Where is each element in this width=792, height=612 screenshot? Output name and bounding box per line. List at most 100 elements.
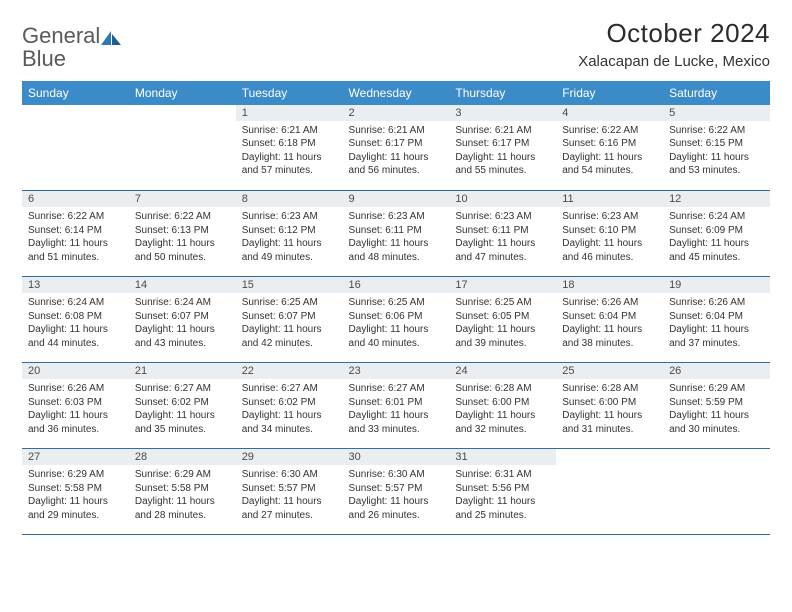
calendar-cell: 16Sunrise: 6:25 AMSunset: 6:06 PMDayligh…	[343, 277, 450, 363]
weekday-saturday: Saturday	[663, 81, 770, 105]
day-number: 26	[663, 363, 770, 379]
day-number: 15	[236, 277, 343, 293]
day-number: 23	[343, 363, 450, 379]
calendar-cell: 13Sunrise: 6:24 AMSunset: 6:08 PMDayligh…	[22, 277, 129, 363]
day-number: 14	[129, 277, 236, 293]
day-number: 24	[449, 363, 556, 379]
day-detail: Sunrise: 6:30 AMSunset: 5:57 PMDaylight:…	[236, 465, 343, 526]
day-number: 4	[556, 105, 663, 121]
calendar-cell: 3Sunrise: 6:21 AMSunset: 6:17 PMDaylight…	[449, 105, 556, 191]
day-detail: Sunrise: 6:24 AMSunset: 6:08 PMDaylight:…	[22, 293, 129, 354]
day-detail: Sunrise: 6:23 AMSunset: 6:10 PMDaylight:…	[556, 207, 663, 268]
calendar-row: 27Sunrise: 6:29 AMSunset: 5:58 PMDayligh…	[22, 449, 770, 535]
day-number: 27	[22, 449, 129, 465]
calendar-cell: 5Sunrise: 6:22 AMSunset: 6:15 PMDaylight…	[663, 105, 770, 191]
brand-second: Blue	[22, 46, 66, 71]
weekday-friday: Friday	[556, 81, 663, 105]
title-block: October 2024 Xalacapan de Lucke, Mexico	[578, 18, 770, 70]
calendar-cell: 14Sunrise: 6:24 AMSunset: 6:07 PMDayligh…	[129, 277, 236, 363]
calendar-cell: 22Sunrise: 6:27 AMSunset: 6:02 PMDayligh…	[236, 363, 343, 449]
day-detail: Sunrise: 6:22 AMSunset: 6:13 PMDaylight:…	[129, 207, 236, 268]
location: Xalacapan de Lucke, Mexico	[578, 53, 770, 70]
day-detail: Sunrise: 6:29 AMSunset: 5:59 PMDaylight:…	[663, 379, 770, 440]
day-detail: Sunrise: 6:23 AMSunset: 6:11 PMDaylight:…	[343, 207, 450, 268]
day-number: 5	[663, 105, 770, 121]
calendar-cell: 15Sunrise: 6:25 AMSunset: 6:07 PMDayligh…	[236, 277, 343, 363]
day-number: 8	[236, 191, 343, 207]
day-number: 20	[22, 363, 129, 379]
day-detail: Sunrise: 6:26 AMSunset: 6:04 PMDaylight:…	[663, 293, 770, 354]
calendar-cell: 8Sunrise: 6:23 AMSunset: 6:12 PMDaylight…	[236, 191, 343, 277]
day-number: 22	[236, 363, 343, 379]
sail-icon	[101, 31, 121, 45]
calendar-cell: 12Sunrise: 6:24 AMSunset: 6:09 PMDayligh…	[663, 191, 770, 277]
calendar-cell	[663, 449, 770, 535]
calendar-cell: 23Sunrise: 6:27 AMSunset: 6:01 PMDayligh…	[343, 363, 450, 449]
day-number: 10	[449, 191, 556, 207]
day-detail: Sunrise: 6:25 AMSunset: 6:06 PMDaylight:…	[343, 293, 450, 354]
day-detail: Sunrise: 6:28 AMSunset: 6:00 PMDaylight:…	[449, 379, 556, 440]
calendar-cell: 20Sunrise: 6:26 AMSunset: 6:03 PMDayligh…	[22, 363, 129, 449]
day-number: 30	[343, 449, 450, 465]
weekday-sunday: Sunday	[22, 81, 129, 105]
day-detail: Sunrise: 6:30 AMSunset: 5:57 PMDaylight:…	[343, 465, 450, 526]
day-detail: Sunrise: 6:22 AMSunset: 6:14 PMDaylight:…	[22, 207, 129, 268]
calendar-cell: 30Sunrise: 6:30 AMSunset: 5:57 PMDayligh…	[343, 449, 450, 535]
day-detail: Sunrise: 6:29 AMSunset: 5:58 PMDaylight:…	[129, 465, 236, 526]
calendar-cell: 26Sunrise: 6:29 AMSunset: 5:59 PMDayligh…	[663, 363, 770, 449]
day-number: 11	[556, 191, 663, 207]
calendar-cell: 2Sunrise: 6:21 AMSunset: 6:17 PMDaylight…	[343, 105, 450, 191]
day-detail: Sunrise: 6:31 AMSunset: 5:56 PMDaylight:…	[449, 465, 556, 526]
day-number: 3	[449, 105, 556, 121]
day-detail: Sunrise: 6:29 AMSunset: 5:58 PMDaylight:…	[22, 465, 129, 526]
day-number: 21	[129, 363, 236, 379]
day-detail: Sunrise: 6:21 AMSunset: 6:18 PMDaylight:…	[236, 121, 343, 182]
calendar-cell: 21Sunrise: 6:27 AMSunset: 6:02 PMDayligh…	[129, 363, 236, 449]
day-number: 16	[343, 277, 450, 293]
day-detail: Sunrise: 6:27 AMSunset: 6:01 PMDaylight:…	[343, 379, 450, 440]
calendar-cell: 9Sunrise: 6:23 AMSunset: 6:11 PMDaylight…	[343, 191, 450, 277]
calendar-row: 1Sunrise: 6:21 AMSunset: 6:18 PMDaylight…	[22, 105, 770, 191]
brand-first: General	[22, 24, 100, 47]
brand-logo: GeneralBlue	[22, 18, 121, 71]
day-number: 2	[343, 105, 450, 121]
calendar-cell: 7Sunrise: 6:22 AMSunset: 6:13 PMDaylight…	[129, 191, 236, 277]
day-detail: Sunrise: 6:22 AMSunset: 6:16 PMDaylight:…	[556, 121, 663, 182]
calendar-body: 1Sunrise: 6:21 AMSunset: 6:18 PMDaylight…	[22, 105, 770, 535]
calendar-cell: 17Sunrise: 6:25 AMSunset: 6:05 PMDayligh…	[449, 277, 556, 363]
calendar-cell: 1Sunrise: 6:21 AMSunset: 6:18 PMDaylight…	[236, 105, 343, 191]
day-number: 9	[343, 191, 450, 207]
calendar-cell: 6Sunrise: 6:22 AMSunset: 6:14 PMDaylight…	[22, 191, 129, 277]
day-number: 25	[556, 363, 663, 379]
weekday-monday: Monday	[129, 81, 236, 105]
day-detail: Sunrise: 6:22 AMSunset: 6:15 PMDaylight:…	[663, 121, 770, 182]
calendar-row: 20Sunrise: 6:26 AMSunset: 6:03 PMDayligh…	[22, 363, 770, 449]
day-number: 1	[236, 105, 343, 121]
calendar-cell: 4Sunrise: 6:22 AMSunset: 6:16 PMDaylight…	[556, 105, 663, 191]
calendar-cell: 25Sunrise: 6:28 AMSunset: 6:00 PMDayligh…	[556, 363, 663, 449]
day-detail: Sunrise: 6:25 AMSunset: 6:05 PMDaylight:…	[449, 293, 556, 354]
calendar-cell: 24Sunrise: 6:28 AMSunset: 6:00 PMDayligh…	[449, 363, 556, 449]
day-number: 17	[449, 277, 556, 293]
weekday-wednesday: Wednesday	[343, 81, 450, 105]
calendar-cell: 28Sunrise: 6:29 AMSunset: 5:58 PMDayligh…	[129, 449, 236, 535]
day-detail: Sunrise: 6:25 AMSunset: 6:07 PMDaylight:…	[236, 293, 343, 354]
calendar-cell: 11Sunrise: 6:23 AMSunset: 6:10 PMDayligh…	[556, 191, 663, 277]
calendar-row: 13Sunrise: 6:24 AMSunset: 6:08 PMDayligh…	[22, 277, 770, 363]
calendar-cell: 31Sunrise: 6:31 AMSunset: 5:56 PMDayligh…	[449, 449, 556, 535]
calendar-cell: 27Sunrise: 6:29 AMSunset: 5:58 PMDayligh…	[22, 449, 129, 535]
header: GeneralBlue October 2024 Xalacapan de Lu…	[22, 18, 770, 71]
day-detail: Sunrise: 6:21 AMSunset: 6:17 PMDaylight:…	[449, 121, 556, 182]
calendar-cell: 18Sunrise: 6:26 AMSunset: 6:04 PMDayligh…	[556, 277, 663, 363]
calendar-head: SundayMondayTuesdayWednesdayThursdayFrid…	[22, 81, 770, 105]
day-number: 7	[129, 191, 236, 207]
calendar-cell: 10Sunrise: 6:23 AMSunset: 6:11 PMDayligh…	[449, 191, 556, 277]
day-number: 18	[556, 277, 663, 293]
day-detail: Sunrise: 6:23 AMSunset: 6:12 PMDaylight:…	[236, 207, 343, 268]
day-number: 13	[22, 277, 129, 293]
calendar-cell	[556, 449, 663, 535]
day-number: 28	[129, 449, 236, 465]
calendar-row: 6Sunrise: 6:22 AMSunset: 6:14 PMDaylight…	[22, 191, 770, 277]
day-number: 31	[449, 449, 556, 465]
day-detail: Sunrise: 6:21 AMSunset: 6:17 PMDaylight:…	[343, 121, 450, 182]
